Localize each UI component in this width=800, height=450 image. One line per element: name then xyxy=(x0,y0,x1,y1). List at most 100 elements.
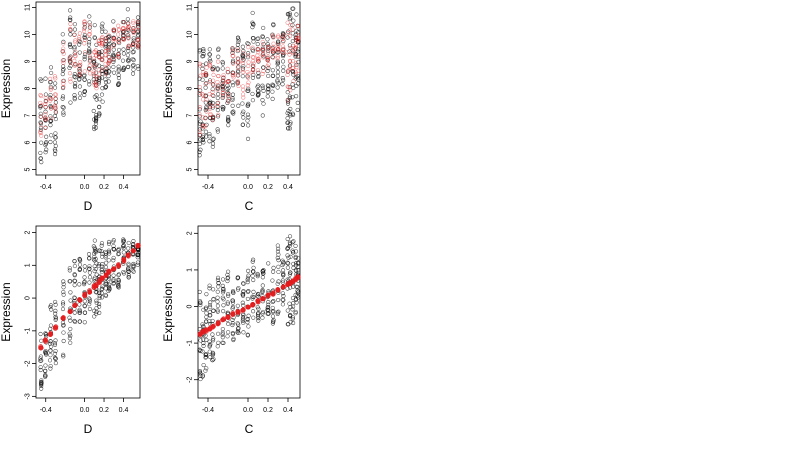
observed-point xyxy=(220,66,225,71)
fitted-point xyxy=(211,72,216,77)
observed-point xyxy=(210,100,215,106)
observed-point xyxy=(246,101,251,106)
fitted-point xyxy=(78,62,83,67)
observed-point xyxy=(197,107,202,112)
observed-point xyxy=(295,295,301,300)
observed-point xyxy=(86,42,92,47)
observed-point xyxy=(226,293,231,298)
observed-point xyxy=(226,269,231,274)
observed-point xyxy=(203,354,209,360)
y-axis-title: Expression xyxy=(161,59,175,118)
observed-point xyxy=(111,246,116,251)
observed-point xyxy=(126,48,131,53)
fitted-point xyxy=(250,69,255,74)
observed-point xyxy=(93,250,98,255)
observed-point xyxy=(250,91,255,97)
observed-point xyxy=(87,20,92,25)
observed-point xyxy=(94,261,99,266)
fitted-point xyxy=(246,72,251,77)
observed-point xyxy=(198,373,203,378)
observed-point xyxy=(288,254,293,259)
observed-point xyxy=(220,290,226,295)
observed-point xyxy=(281,293,286,299)
observed-point xyxy=(38,367,43,373)
observed-point xyxy=(204,351,209,357)
observed-point xyxy=(245,275,251,280)
observed-point xyxy=(200,137,205,142)
observed-point xyxy=(211,296,216,302)
observed-point xyxy=(203,368,208,373)
fitted-point xyxy=(241,95,246,100)
observed-point xyxy=(216,46,221,51)
fitted-point xyxy=(103,72,108,77)
observed-point xyxy=(231,290,236,295)
fitted-point xyxy=(77,298,83,303)
observed-point xyxy=(43,350,48,355)
observed-point xyxy=(286,126,291,131)
fitted-point xyxy=(290,66,295,71)
observed-point xyxy=(130,57,135,62)
fitted-point xyxy=(131,40,136,45)
observed-point xyxy=(285,260,290,265)
observed-point xyxy=(225,278,230,284)
observed-point xyxy=(94,272,99,277)
observed-point xyxy=(201,343,206,348)
observed-point xyxy=(276,40,281,45)
observed-point xyxy=(265,37,270,42)
x-tick-label: 0.0 xyxy=(80,407,90,414)
fitted-point xyxy=(91,71,96,76)
observed-point xyxy=(293,268,298,273)
fitted-point xyxy=(221,83,226,88)
observed-point xyxy=(225,98,231,103)
observed-point xyxy=(52,341,57,346)
observed-point xyxy=(290,316,295,322)
fitted-point xyxy=(73,38,78,43)
observed-point xyxy=(286,255,291,260)
observed-point xyxy=(61,285,66,290)
observed-point xyxy=(245,55,251,60)
observed-point xyxy=(72,83,77,88)
fitted-point xyxy=(77,31,82,36)
observed-point xyxy=(266,308,271,313)
observed-point xyxy=(260,98,265,103)
y-tick-label: 10 xyxy=(25,30,32,38)
fitted-point xyxy=(255,68,261,73)
observed-point xyxy=(82,35,87,41)
observed-point xyxy=(201,48,206,53)
fitted-point xyxy=(201,70,206,75)
observed-point xyxy=(271,319,276,324)
fitted-point xyxy=(93,74,98,79)
fitted-point xyxy=(53,109,58,114)
observed-point xyxy=(230,58,236,63)
fitted-point xyxy=(97,72,102,77)
observed-point xyxy=(288,120,293,125)
y-tick-label: -1 xyxy=(187,340,194,346)
fitted-point xyxy=(43,111,48,117)
fitted-point xyxy=(276,48,281,53)
observed-point xyxy=(294,300,299,305)
observed-point xyxy=(291,72,296,77)
observed-point xyxy=(38,150,43,155)
observed-point xyxy=(210,144,215,149)
observed-point xyxy=(235,275,241,280)
observed-point xyxy=(116,68,121,73)
observed-point xyxy=(266,311,271,316)
observed-point xyxy=(295,284,300,290)
fitted-point xyxy=(116,51,121,57)
fitted-point xyxy=(100,58,105,63)
observed-point xyxy=(103,80,109,85)
observed-point xyxy=(245,316,250,322)
observed-point xyxy=(111,258,116,263)
observed-point xyxy=(91,108,96,114)
fitted-point xyxy=(287,34,293,39)
fitted-point xyxy=(130,42,136,47)
observed-point xyxy=(261,101,266,106)
observed-point xyxy=(276,246,281,251)
fitted-point xyxy=(210,117,215,122)
observed-point xyxy=(207,283,212,288)
observed-point xyxy=(265,90,271,95)
observed-point xyxy=(207,47,212,52)
observed-point xyxy=(43,92,48,97)
y-axis-title: Expression xyxy=(161,282,175,341)
observed-point xyxy=(255,314,261,319)
